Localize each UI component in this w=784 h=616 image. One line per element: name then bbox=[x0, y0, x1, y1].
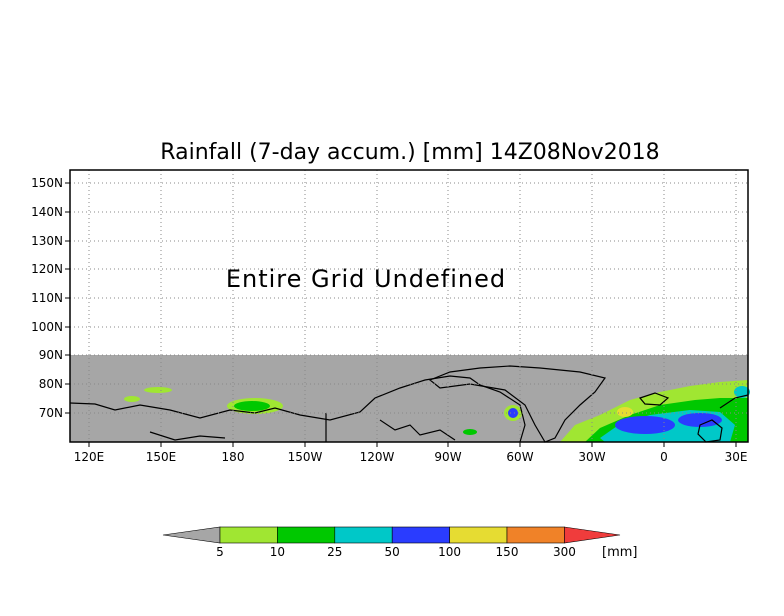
colorbar-segment bbox=[449, 526, 508, 544]
colorbar-segment bbox=[564, 526, 621, 544]
lon-label: 60W bbox=[506, 450, 533, 464]
coastline-greenland bbox=[428, 365, 607, 443]
colorbar-unit: [mm] bbox=[602, 545, 637, 560]
colorbar-segment bbox=[506, 526, 565, 544]
lon-label: 150E bbox=[146, 450, 177, 464]
lat-label: 150N bbox=[31, 176, 63, 190]
coastline-iceland bbox=[638, 392, 670, 406]
lon-label: 180 bbox=[222, 450, 245, 464]
lat-label: 140N bbox=[31, 205, 63, 219]
map-title: Rainfall (7-day accum.) [mm] 14Z08Nov201… bbox=[160, 140, 659, 165]
lon-label: 30E bbox=[725, 450, 748, 464]
colorbar-segment bbox=[162, 526, 221, 544]
lat-label: 70N bbox=[39, 406, 63, 420]
lon-label: 30W bbox=[578, 450, 605, 464]
latitude-labels: 150N 140N 130N 120N 110N 100N 90N 80N 70N bbox=[31, 176, 70, 420]
coastline-siberia-south bbox=[149, 431, 226, 441]
rain-patch-atlantic-blue bbox=[615, 416, 675, 434]
lon-label: 90W bbox=[434, 450, 461, 464]
plot-frame bbox=[69, 169, 749, 443]
undefined-grid-notice: Entire Grid Undefined bbox=[226, 265, 506, 293]
lat-label: 80N bbox=[39, 377, 63, 391]
lon-label: 120W bbox=[360, 450, 395, 464]
longitude-labels: 120E 150E 180 150W 120W 90W 60W 30W 0 30E bbox=[74, 442, 748, 464]
lon-label: 0 bbox=[660, 450, 668, 464]
lat-label: 110N bbox=[31, 291, 63, 305]
coastline-britain bbox=[697, 419, 723, 443]
colorbar-segment bbox=[219, 526, 278, 544]
colorbar: 5 10 25 50 100 150 300 bbox=[162, 526, 621, 559]
colorbar-label: 25 bbox=[327, 545, 342, 559]
lon-label: 120E bbox=[74, 450, 105, 464]
colorbar-label: 50 bbox=[385, 545, 400, 559]
coastline-scandinavia bbox=[719, 394, 749, 409]
colorbar-label: 100 bbox=[438, 545, 461, 559]
rain-patch-baffin-core bbox=[508, 408, 518, 418]
rain-patch-atlantic-yellow bbox=[617, 407, 633, 417]
rain-patch-hudson bbox=[463, 429, 477, 435]
coastlines bbox=[69, 365, 749, 443]
colorbar-label: 10 bbox=[270, 545, 285, 559]
lat-label: 120N bbox=[31, 262, 63, 276]
lat-label: 130N bbox=[31, 234, 63, 248]
colorbar-segment bbox=[391, 526, 450, 544]
lon-label: 150W bbox=[288, 450, 323, 464]
colorbar-segment bbox=[277, 526, 336, 544]
colorbar-label: 150 bbox=[496, 545, 519, 559]
coastline-arctic-islands bbox=[379, 419, 456, 441]
rain-patch-siberia bbox=[144, 387, 172, 393]
map-grid bbox=[70, 170, 748, 442]
lat-label: 100N bbox=[31, 320, 63, 334]
rain-patch-west bbox=[124, 396, 140, 402]
rainfall-patches bbox=[124, 380, 750, 442]
colorbar-label: 300 bbox=[553, 545, 576, 559]
colorbar-label: 5 bbox=[216, 545, 224, 559]
rain-patch-europe-blue bbox=[678, 413, 722, 427]
colorbar-segment bbox=[334, 526, 393, 544]
coastline-north-america-asia bbox=[69, 375, 526, 443]
rain-patch-bering-core bbox=[234, 401, 270, 411]
lat-label: 90N bbox=[39, 348, 63, 362]
